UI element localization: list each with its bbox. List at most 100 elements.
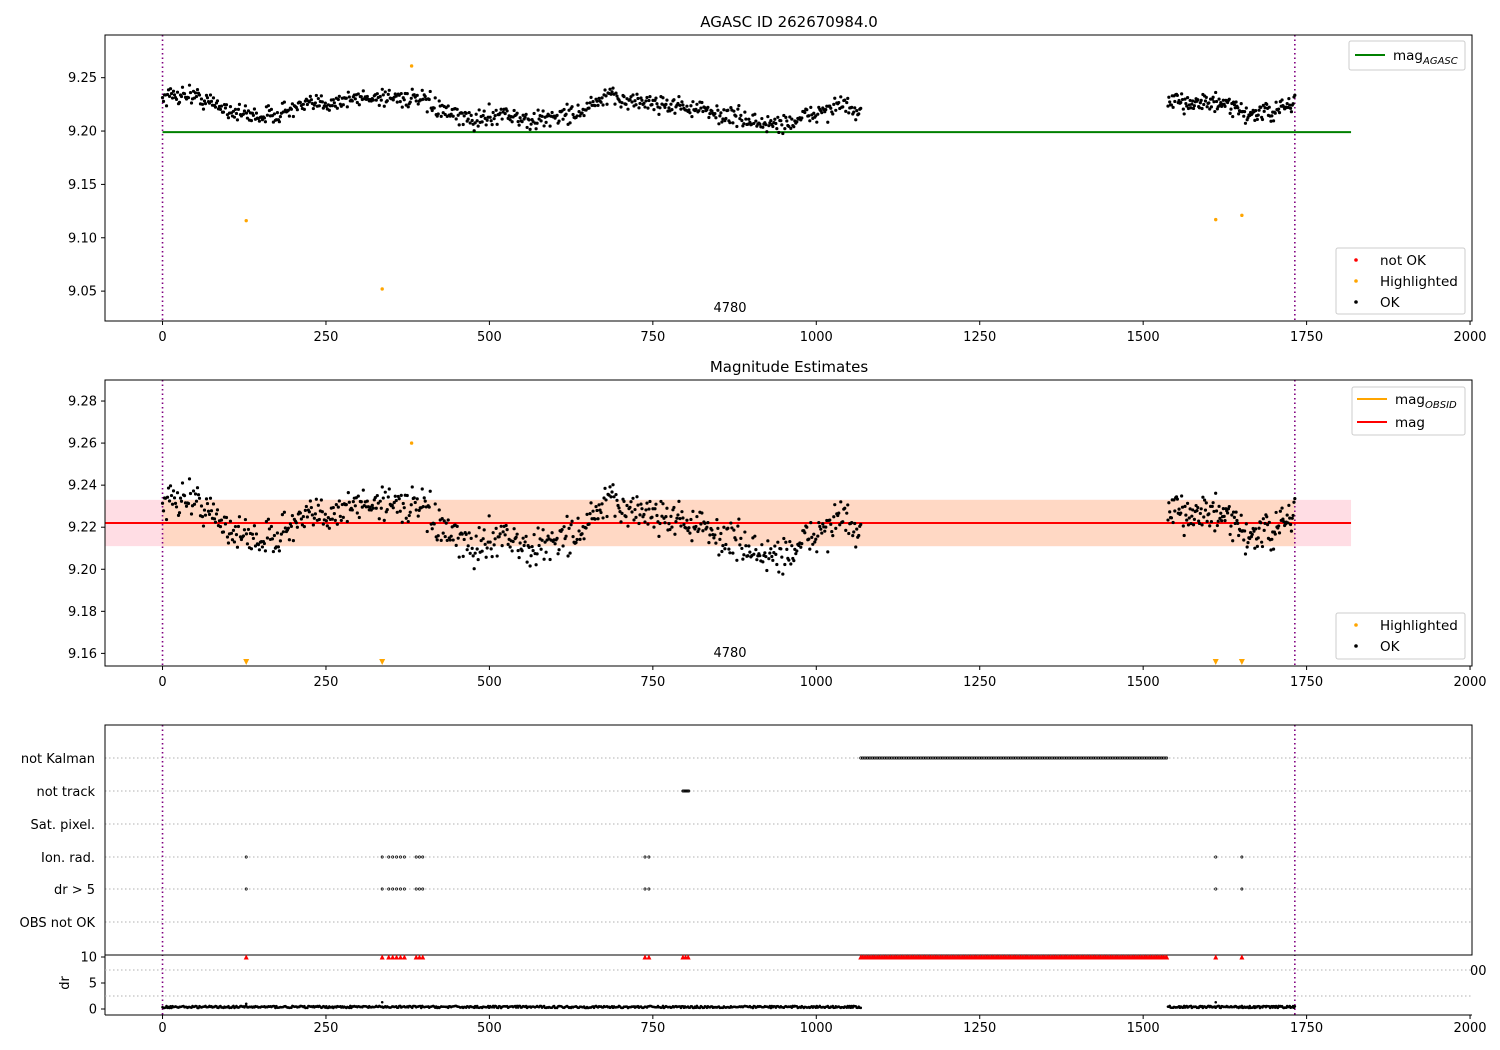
flag-marker	[414, 887, 418, 891]
ok-point	[588, 101, 592, 105]
flag-marker	[920, 756, 924, 760]
flag-marker	[391, 855, 395, 859]
flag-marker	[900, 756, 903, 760]
x-tick-label: 0	[158, 675, 166, 690]
ok-point	[593, 517, 597, 521]
ok-point	[755, 558, 759, 562]
ok-point	[1274, 100, 1278, 104]
x-tick-label: 250	[314, 1021, 339, 1036]
ok-point	[540, 114, 544, 118]
ok-point	[673, 111, 677, 115]
ok-point	[379, 98, 383, 102]
ok-point	[679, 107, 683, 111]
flag-marker	[1041, 756, 1045, 760]
ok-point	[1189, 106, 1193, 110]
ok-point	[1182, 112, 1186, 116]
ok-point	[406, 105, 410, 109]
ok-point	[1186, 106, 1191, 111]
ok-point	[1171, 520, 1175, 525]
ok-point	[399, 493, 403, 497]
ok-point	[242, 528, 247, 532]
flag-marker	[906, 756, 910, 760]
ok-point	[775, 127, 779, 131]
ok-point	[335, 106, 339, 110]
flag-marker	[966, 756, 970, 760]
ok-point	[395, 100, 399, 104]
ok-point	[575, 537, 579, 542]
ok-point	[719, 531, 723, 536]
ok-point	[303, 508, 307, 512]
flag-marker	[1005, 756, 1009, 760]
ok-point	[789, 562, 793, 566]
ok-point	[788, 539, 792, 544]
flag-marker	[1078, 756, 1082, 760]
ok-point	[718, 114, 722, 118]
ok-point	[777, 130, 781, 135]
ok-point	[577, 110, 581, 114]
dr-point	[348, 1006, 351, 1010]
ok-point	[638, 513, 642, 517]
x-tick-label: 1250	[963, 1021, 996, 1036]
ok-point	[1217, 504, 1221, 508]
flag-marker	[974, 756, 978, 760]
ok-point	[313, 512, 317, 516]
ok-point	[643, 105, 647, 109]
ok-point	[1195, 509, 1199, 513]
flag-marker	[862, 756, 866, 760]
ok-point	[604, 94, 608, 98]
ok-point	[263, 549, 268, 553]
ok-point	[706, 521, 710, 525]
ok-point	[1287, 97, 1291, 101]
ok-point	[760, 116, 764, 121]
ok-point	[381, 496, 385, 500]
ok-point	[1228, 111, 1232, 115]
x-tick-label: 1250	[963, 675, 996, 690]
ok-point	[653, 507, 657, 511]
x-tick-label: 1500	[1127, 675, 1160, 690]
ok-point	[1181, 524, 1185, 528]
ok-point	[263, 120, 268, 124]
ok-point	[1280, 98, 1284, 102]
ok-point	[249, 547, 254, 551]
ok-point	[597, 96, 601, 100]
ok-point	[596, 517, 600, 521]
ok-point	[272, 112, 277, 116]
ok-point	[1167, 501, 1171, 505]
ok-point	[234, 532, 239, 537]
ok-point	[635, 92, 639, 96]
flag-marker	[952, 756, 956, 760]
flag-marker	[1012, 756, 1016, 760]
flag-marker	[910, 756, 914, 760]
ok-point	[633, 99, 637, 103]
ok-point	[708, 533, 712, 537]
ok-point	[720, 120, 724, 124]
ok-point	[611, 86, 615, 90]
ok-point	[731, 121, 735, 125]
ok-point	[787, 124, 791, 129]
ok-point	[730, 526, 734, 530]
ok-point	[211, 502, 216, 506]
flag-marker	[1119, 756, 1123, 760]
ok-point	[1204, 501, 1208, 505]
ok-point	[432, 106, 436, 110]
ok-point	[1265, 515, 1269, 519]
ok-point	[436, 112, 440, 116]
ok-point	[291, 114, 295, 119]
ok-point	[490, 555, 494, 559]
ok-point	[278, 539, 282, 543]
ok-point	[475, 119, 479, 123]
ok-point	[392, 500, 396, 505]
ok-point	[338, 514, 342, 518]
ok-point	[282, 510, 286, 514]
ok-point	[1282, 520, 1286, 524]
ok-point	[815, 120, 819, 124]
ok-point	[740, 546, 744, 551]
ok-point	[1212, 100, 1216, 104]
ok-point	[1200, 106, 1204, 111]
flag-marker	[1030, 756, 1034, 760]
legend-frame	[1348, 40, 1466, 71]
ok-point	[1285, 513, 1289, 517]
ok-point	[422, 496, 426, 500]
ok-point	[199, 504, 204, 508]
x-tick-label: 1750	[1290, 1021, 1323, 1036]
